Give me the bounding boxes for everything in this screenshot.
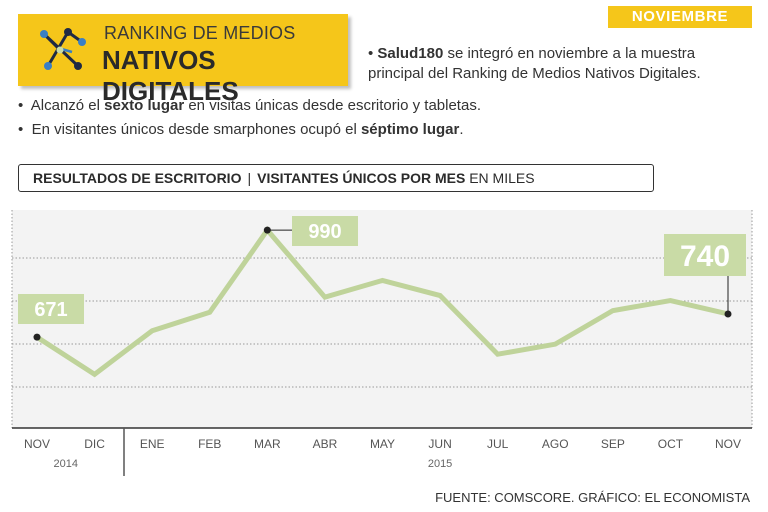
note-1-bold: Salud180 <box>377 45 444 62</box>
x-tick-label: ABR <box>313 437 338 451</box>
note-3-post: . <box>459 121 464 138</box>
x-tick-label: FEB <box>198 437 221 451</box>
x-tick-label: SEP <box>601 437 625 451</box>
x-tick-label: NOV <box>715 437 741 451</box>
data-label: 990 <box>308 221 341 243</box>
line-chart: NOV DIC ENE FEB MAR ABR MAY JUN JUL AGO SEP OCT NOV 2… <box>11 210 753 476</box>
year-label: 2015 <box>428 458 452 470</box>
note-2-post: en visitas únicas desde escritorio y tab… <box>184 97 481 114</box>
data-point-marker <box>263 226 271 234</box>
network-logo-icon <box>40 28 86 70</box>
data-label-box <box>18 294 84 324</box>
month-badge: NOVIEMBRE <box>608 6 752 28</box>
x-tick-label: ENE <box>140 437 165 451</box>
note-3-pre: En visitantes únicos desde smarphones oc… <box>31 121 361 138</box>
title-box: RANKING DE MEDIOS NATIVOS DIGITALES <box>18 14 348 106</box>
x-tick-label: JUN <box>428 437 451 451</box>
note-2-pre: Alcanzó el <box>30 97 105 114</box>
note-1-text: se integró en noviembre a la muestra <box>443 45 696 62</box>
x-tick-label: DIC <box>84 437 105 451</box>
header-line2: NATIVOS DIGITALES <box>102 45 239 106</box>
chart-subheader: RESULTADOS DE ESCRITORIO | VISITANTES ÚNIC… <box>18 164 654 192</box>
subhead-part1: RESULTADOS DE ESCRITORIO <box>33 170 242 186</box>
x-tick-label: AGO <box>542 437 569 451</box>
data-label: 671 <box>34 299 67 321</box>
subhead-part2: VISITANTES ÚNICOS POR MES <box>257 170 466 186</box>
series-line <box>34 226 731 378</box>
x-tick-label: MAY <box>370 437 395 451</box>
subhead-separator: | <box>247 170 252 186</box>
data-label-box <box>292 216 358 246</box>
source-credit: FUENTE: COMSCORE. GRÁFICO: EL ECONOMISTA <box>435 490 750 505</box>
data-label-box <box>664 234 746 276</box>
x-tick-label: JUL <box>487 437 509 451</box>
note-3-bold: séptimo lugar <box>360 121 460 138</box>
header-line1: RANKING DE MEDIOS <box>104 23 296 43</box>
note-2-bold: sexto lugar <box>104 97 185 114</box>
note-2: • Alcanzó el sexto lugar en visitas únic… <box>18 97 481 114</box>
data-label: 740 <box>680 240 730 273</box>
x-tick-label: OCT <box>658 437 684 451</box>
note-1: • Salud180 se integró en noviembre a la … <box>368 45 701 82</box>
plot-area <box>12 210 752 428</box>
data-point-marker <box>724 310 732 318</box>
data-point-marker <box>33 333 41 341</box>
note-1-line2: principal del Ranking de Medios Nativos … <box>368 65 701 82</box>
year-label: 2014 <box>54 458 78 470</box>
subhead-unit: EN MILES <box>469 170 535 186</box>
x-tick-label: MAR <box>254 437 281 451</box>
x-tick-label: NOV <box>24 437 50 451</box>
note-3: • En visitantes únicos desde smarphones … <box>18 121 464 138</box>
